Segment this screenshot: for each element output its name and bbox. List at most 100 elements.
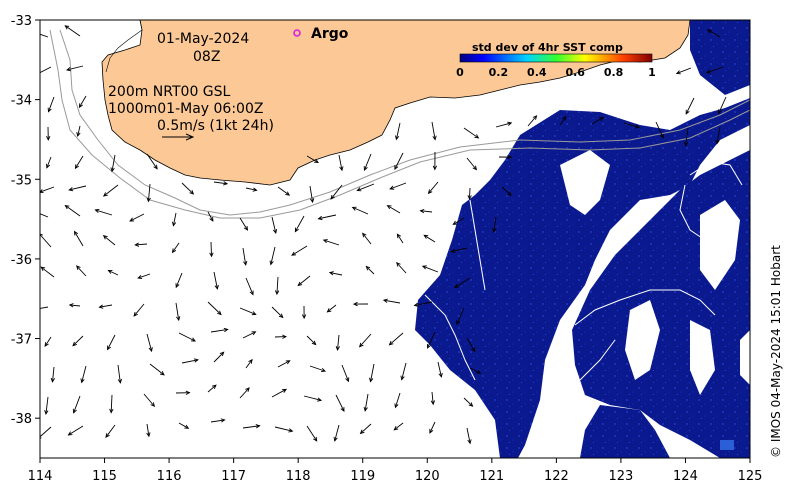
current-arrow: [64, 25, 81, 37]
current-arrow: [591, 116, 605, 125]
current-arrow: [335, 394, 345, 413]
current-arrow: [705, 66, 724, 74]
current-arrow: [67, 425, 84, 436]
current-arrow: [239, 217, 249, 231]
current-arrow: [40, 186, 55, 194]
argo-label: Argo: [311, 26, 349, 42]
current-arrow: [175, 272, 183, 289]
current-arrow: [369, 363, 375, 383]
current-arrow: [133, 303, 145, 317]
current-arrow: [363, 393, 369, 412]
current-arrow: [46, 156, 52, 169]
current-arrow: [356, 183, 375, 192]
argo-marker: [293, 29, 301, 37]
current-arrow: [393, 422, 404, 431]
current-arrow: [335, 334, 340, 351]
current-arrow: [413, 301, 433, 307]
current-arrow: [94, 208, 113, 216]
current-arrow: [72, 335, 84, 347]
hour-label: 08Z: [193, 49, 220, 65]
current-arrow: [427, 181, 439, 195]
x-tick-label: 124: [673, 469, 698, 484]
current-arrow: [396, 233, 404, 244]
current-arrow: [107, 269, 119, 276]
current-arrow: [46, 126, 51, 141]
current-arrow: [149, 363, 165, 376]
current-arrow: [207, 301, 222, 316]
plot-frame: [39, 19, 751, 459]
current-arrow: [76, 265, 87, 277]
current-arrow: [463, 397, 474, 407]
current-arrow: [181, 182, 195, 195]
current-arrow: [109, 394, 114, 414]
current-arrow: [146, 423, 151, 438]
current-arrow: [306, 335, 317, 346]
current-arrow: [72, 395, 81, 414]
current-arrow: [437, 361, 443, 378]
x-tick-label: 119: [350, 469, 375, 484]
current-arrow: [98, 304, 113, 309]
current-arrow: [466, 427, 472, 445]
current-arrow: [245, 277, 254, 296]
current-arrow: [245, 358, 253, 369]
current-arrow: [271, 388, 288, 398]
current-arrow: [181, 358, 199, 364]
current-arrow: [274, 426, 294, 433]
current-arrow: [430, 391, 436, 406]
current-arrow: [466, 157, 478, 171]
current-arrow: [715, 126, 721, 145]
current-arrow: [358, 333, 372, 348]
current-arrow: [40, 33, 49, 38]
colorbar-tick-label: 1: [648, 66, 656, 79]
current-arrow: [421, 265, 439, 273]
current-arrow: [44, 336, 52, 347]
current-arrow: [271, 216, 278, 235]
date-label: 01-May-2024: [157, 31, 249, 47]
current-arrow: [110, 154, 116, 173]
current-arrow: [207, 211, 214, 222]
colorbar-tick-label: 0.4: [527, 66, 547, 79]
current-arrow: [277, 360, 291, 368]
current-arrow: [527, 115, 538, 127]
current-arrow: [675, 67, 692, 75]
current-arrow: [68, 185, 87, 192]
current-arrow: [107, 334, 116, 351]
current-arrow: [297, 275, 311, 287]
current-arrow: [466, 337, 476, 353]
current-arrow: [40, 306, 49, 309]
sst-data-layer: [415, 20, 750, 458]
current-arrow: [117, 364, 123, 384]
x-tick-label: 122: [544, 469, 569, 484]
current-arrow: [239, 387, 250, 399]
current-arrow: [328, 271, 343, 276]
current-arrow: [467, 187, 472, 200]
current-vectors: [40, 25, 727, 445]
current-arrow: [498, 154, 513, 160]
colorbar-tick-label: 0.2: [489, 66, 509, 79]
current-arrow: [178, 332, 196, 342]
colorbar-gradient: [459, 53, 653, 63]
current-arrow: [685, 97, 695, 115]
x-tick-label: 116: [157, 469, 182, 484]
current-arrow: [242, 424, 261, 429]
x-tick-label: 120: [415, 469, 440, 484]
current-arrow: [330, 184, 343, 200]
current-arrow: [382, 298, 401, 304]
current-arrow: [429, 421, 436, 434]
y-tick-label: -36: [11, 253, 32, 268]
current-arrow: [306, 155, 319, 163]
current-arrow: [210, 327, 229, 333]
current-arrow: [365, 265, 375, 275]
current-arrow: [105, 424, 116, 439]
current-arrow: [271, 306, 284, 319]
current-arrow: [50, 366, 55, 383]
current-arrow: [400, 362, 407, 381]
current-arrow: [463, 127, 480, 139]
current-arrow: [623, 122, 640, 129]
current-arrow: [359, 423, 372, 435]
current-arrow: [453, 277, 471, 289]
current-arrow: [209, 241, 214, 258]
y-tick-label: -33: [11, 14, 32, 29]
current-arrow: [102, 235, 116, 246]
